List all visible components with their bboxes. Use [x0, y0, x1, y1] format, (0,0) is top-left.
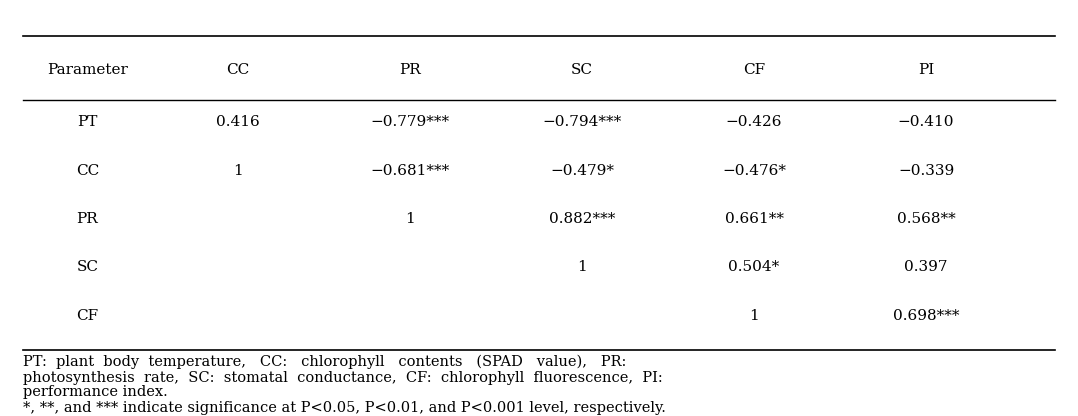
Text: performance index.: performance index. [23, 385, 168, 399]
Text: 0.397: 0.397 [904, 260, 948, 275]
Text: −0.779***: −0.779*** [371, 115, 450, 129]
Text: 0.698***: 0.698*** [893, 309, 959, 323]
Text: −0.479*: −0.479* [550, 163, 614, 178]
Text: CC: CC [75, 163, 99, 178]
Text: 1: 1 [233, 163, 243, 178]
Text: *, **, and *** indicate significance at P<0.05, P<0.01, and P<0.001 level, respe: *, **, and *** indicate significance at … [23, 401, 666, 416]
Text: PT:  plant  body  temperature,   CC:   chlorophyll   contents   (SPAD   value), : PT: plant body temperature, CC: chloroph… [23, 355, 626, 369]
Text: photosynthesis  rate,  SC:  stomatal  conductance,  CF:  chlorophyll  fluorescen: photosynthesis rate, SC: stomatal conduc… [23, 371, 663, 385]
Text: CF: CF [77, 309, 98, 323]
Text: 0.568**: 0.568** [897, 212, 955, 226]
Text: 1: 1 [577, 260, 586, 275]
Text: 1: 1 [749, 309, 759, 323]
Text: CF: CF [743, 63, 765, 77]
Text: CC: CC [226, 63, 250, 77]
Text: PR: PR [399, 63, 420, 77]
Text: 1: 1 [405, 212, 415, 226]
Text: 0.504*: 0.504* [729, 260, 779, 275]
Text: Parameter: Parameter [47, 63, 128, 77]
Text: 0.882***: 0.882*** [549, 212, 616, 226]
Text: −0.681***: −0.681*** [371, 163, 450, 178]
Text: −0.794***: −0.794*** [542, 115, 622, 129]
Text: PR: PR [77, 212, 98, 226]
Text: −0.410: −0.410 [898, 115, 954, 129]
Text: SC: SC [77, 260, 98, 275]
Text: 0.661**: 0.661** [724, 212, 784, 226]
Text: PT: PT [78, 115, 98, 129]
Text: SC: SC [571, 63, 593, 77]
Text: −0.426: −0.426 [725, 115, 783, 129]
Text: −0.476*: −0.476* [722, 163, 786, 178]
Text: 0.416: 0.416 [216, 115, 260, 129]
Text: PI: PI [918, 63, 935, 77]
Text: −0.339: −0.339 [898, 163, 954, 178]
